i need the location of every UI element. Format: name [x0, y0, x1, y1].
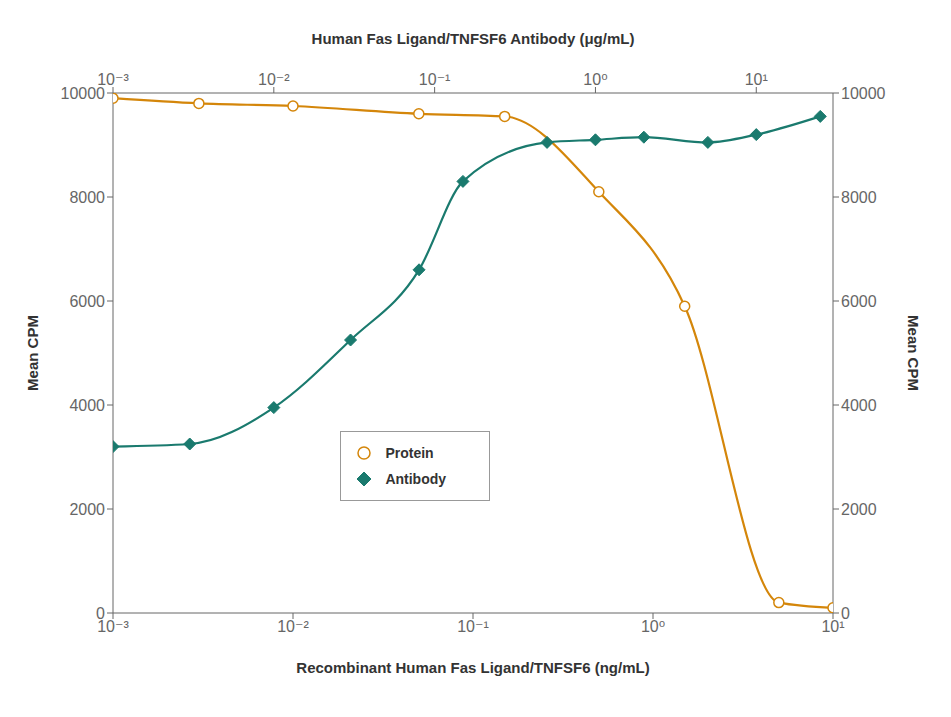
svg-text:10⁻³: 10⁻³ — [97, 71, 129, 88]
svg-text:8000: 8000 — [69, 189, 105, 206]
svg-text:2000: 2000 — [69, 501, 105, 518]
svg-text:10000: 10000 — [61, 85, 106, 102]
svg-text:4000: 4000 — [69, 397, 105, 414]
svg-text:10⁻²: 10⁻² — [277, 618, 309, 635]
html-text:Antibody: Antibody — [385, 471, 446, 488]
svg-text:Mean CPM: Mean CPM — [905, 315, 922, 391]
svg-text:10¹: 10¹ — [821, 618, 845, 636]
svg-text:10⁰: 10⁰ — [641, 618, 665, 635]
svg-text:0: 0 — [841, 605, 850, 622]
svg-text:6000: 6000 — [69, 293, 105, 310]
svg-text:10⁰: 10⁰ — [583, 71, 607, 88]
svg-text:10⁻³: 10⁻³ — [97, 618, 129, 636]
svg-text:10⁻²: 10⁻² — [258, 71, 290, 88]
svg-text:10⁻¹: 10⁻¹ — [419, 71, 451, 88]
svg-text:6000: 6000 — [841, 293, 877, 310]
svg-text:0: 0 — [96, 605, 105, 622]
html-text:Protein: Protein — [385, 445, 434, 462]
svg-text:4000: 4000 — [841, 397, 877, 414]
svg-text:10⁻¹: 10⁻¹ — [457, 618, 489, 635]
svg-text:10000: 10000 — [841, 85, 886, 102]
svg-text:Recombinant Human Fas Ligand/T: Recombinant Human Fas Ligand/TNFSF6 (ng/… — [296, 659, 649, 676]
svg-text:2000: 2000 — [841, 501, 877, 518]
svg-text:Mean CPM: Mean CPM — [24, 315, 41, 391]
svg-text:8000: 8000 — [841, 189, 877, 206]
svg-text:Human Fas Ligand/TNFSF6 Antibo: Human Fas Ligand/TNFSF6 Antibody (μg/mL) — [312, 30, 635, 47]
svg-text:10¹: 10¹ — [745, 71, 768, 88]
